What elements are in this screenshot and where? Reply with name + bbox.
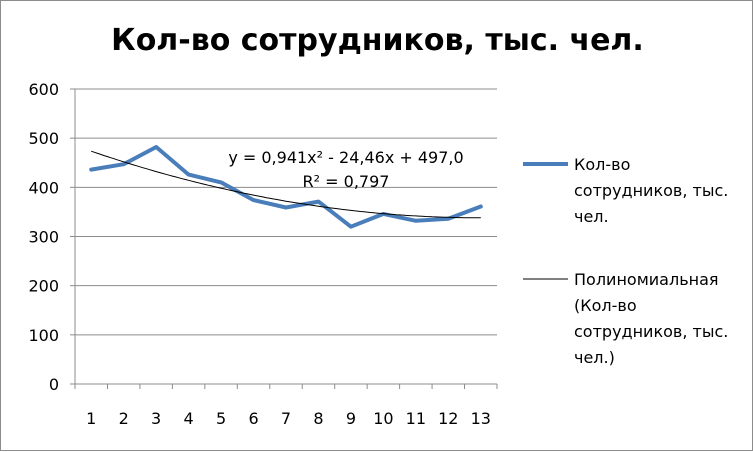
- x-tick-label: 8: [313, 409, 323, 428]
- gridlines: [70, 89, 497, 389]
- x-tick-label: 4: [184, 409, 194, 428]
- trendline-r-squared: R² = 0,797: [303, 172, 390, 191]
- x-tick-label: 10: [373, 409, 393, 428]
- x-tick-label: 7: [281, 409, 291, 428]
- legend-label-trendline: сотрудников, тыс.: [574, 322, 728, 341]
- y-tick-label: 500: [28, 129, 59, 148]
- legend-label-employees: Кол-во: [574, 155, 630, 174]
- legend-label-trendline: (Кол-во: [574, 296, 637, 315]
- legend-label-trendline: Полиномиальная: [574, 270, 719, 289]
- x-tick-label: 1: [86, 409, 96, 428]
- x-tick-label: 5: [216, 409, 226, 428]
- legend: Кол-во сотрудников, тыс. чел. Полиномиальна…: [523, 155, 728, 367]
- y-tick-label: 400: [28, 178, 59, 197]
- x-tick-label: 13: [471, 409, 491, 428]
- y-tick-label: 200: [28, 277, 59, 296]
- y-tick-labels: 0 100 200 300 400 500 600: [28, 80, 59, 394]
- x-tick-label: 3: [151, 409, 161, 428]
- y-tick-label: 100: [28, 326, 59, 345]
- legend-label-trendline: чел.): [574, 348, 615, 367]
- x-tick-label: 6: [248, 409, 258, 428]
- x-tick-label: 9: [346, 409, 356, 428]
- y-tick-label: 0: [49, 375, 59, 394]
- y-tick-label: 600: [28, 80, 59, 99]
- y-tick-label: 300: [28, 228, 59, 247]
- x-tick-label: 11: [406, 409, 426, 428]
- legend-label-employees: чел.: [574, 207, 609, 226]
- x-tick-label: 12: [438, 409, 458, 428]
- x-tick-label: 2: [119, 409, 129, 428]
- legend-label-employees: сотрудников, тыс.: [574, 181, 728, 200]
- trendline-equation: y = 0,941x² - 24,46x + 497,0: [228, 148, 463, 167]
